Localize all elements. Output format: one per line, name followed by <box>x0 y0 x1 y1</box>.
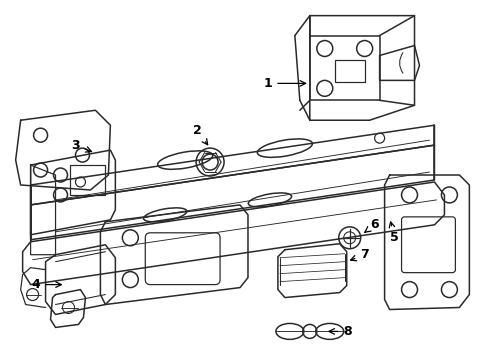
Text: 1: 1 <box>264 77 306 90</box>
Bar <box>71 165 105 195</box>
Text: 3: 3 <box>71 139 92 152</box>
Text: 5: 5 <box>389 222 399 244</box>
Text: 6: 6 <box>365 218 379 232</box>
Text: 8: 8 <box>329 325 352 338</box>
Text: 7: 7 <box>351 248 369 261</box>
Text: 4: 4 <box>31 278 61 291</box>
Text: 2: 2 <box>193 124 208 145</box>
Bar <box>335 60 365 82</box>
